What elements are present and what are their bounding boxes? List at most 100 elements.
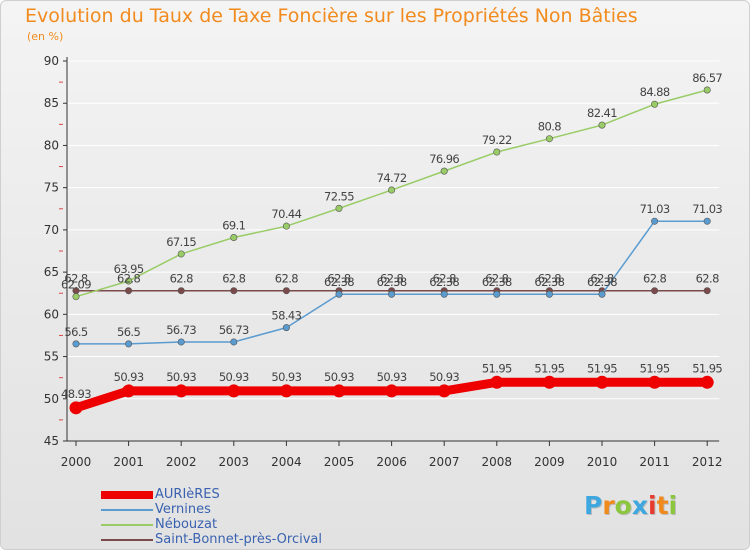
data-label: 50.93: [271, 370, 301, 384]
data-point: [125, 340, 133, 348]
y-unit-label: (en %): [27, 30, 64, 43]
data-point: [282, 222, 290, 230]
data-label: 51.95: [640, 361, 670, 375]
data-label: 62.8: [275, 272, 298, 286]
data-point: [72, 293, 80, 301]
data-point: [177, 250, 185, 258]
x-tick-label: 2006: [376, 455, 407, 469]
data-label: 48.93: [61, 387, 91, 401]
x-tick-label: 2012: [692, 455, 723, 469]
data-label: 56.73: [166, 323, 196, 337]
data-label: 56.5: [117, 325, 140, 339]
x-tick-label: 2002: [166, 455, 197, 469]
data-label: 62.38: [324, 275, 354, 289]
data-label: 80.8: [538, 120, 561, 134]
data-point: [440, 290, 448, 298]
data-label: 62.8: [380, 272, 403, 286]
x-tick-label: 2003: [219, 455, 250, 469]
y-tick-label: 55: [44, 350, 59, 364]
logo-letter: i: [648, 491, 657, 520]
data-point: [69, 401, 83, 415]
data-point: [230, 338, 238, 346]
data-label: 62.8: [538, 272, 561, 286]
data-point: [651, 100, 659, 108]
x-tick-label: 2011: [639, 455, 670, 469]
data-label: 62.8: [117, 272, 140, 286]
data-label: 56.5: [64, 325, 87, 339]
data-point: [388, 186, 396, 194]
data-label: 51.95: [587, 361, 617, 375]
data-label: 62.09: [61, 278, 91, 292]
data-label: 50.93: [429, 370, 459, 384]
data-label: 50.93: [219, 370, 249, 384]
data-label: 62.8: [485, 272, 508, 286]
data-point: [72, 340, 80, 348]
data-label: 62.38: [377, 275, 407, 289]
logo-letter: r: [602, 491, 615, 520]
data-point: [227, 384, 241, 398]
data-label: 69.1: [222, 218, 245, 232]
data-label: 50.93: [166, 370, 196, 384]
data-point: [230, 233, 238, 241]
data-point: [177, 287, 185, 295]
data-label: 62.8: [590, 272, 613, 286]
data-point: [493, 290, 501, 298]
data-point: [177, 338, 185, 346]
data-point: [598, 290, 606, 298]
series-layer: [69, 86, 714, 415]
data-point: [385, 384, 399, 398]
data-label: 62.8: [643, 272, 666, 286]
x-tick-label: 2004: [271, 455, 302, 469]
data-point: [388, 290, 396, 298]
data-label: 70.44: [271, 207, 301, 221]
data-point: [598, 121, 606, 129]
x-tick-label: 2007: [429, 455, 460, 469]
data-point: [490, 375, 504, 389]
data-point: [125, 277, 133, 285]
y-tick-label: 45: [44, 434, 59, 448]
x-tick-label: 2001: [113, 455, 144, 469]
legend-swatch-saint-bonnet: [101, 539, 153, 541]
y-tick-label: 60: [44, 307, 59, 321]
proxiti-logo: Proxiti: [584, 491, 677, 520]
data-label: 50.93: [377, 370, 407, 384]
data-label: 76.96: [429, 152, 459, 166]
data-label: 62.8: [696, 272, 719, 286]
data-label: 62.8: [64, 272, 87, 286]
data-label: 58.43: [271, 309, 301, 323]
data-point: [440, 167, 448, 175]
y-tick-label: 70: [44, 223, 59, 237]
axis-layer: 45 50 55 60 65 70 75 80 85 90 2000 2001 2002 2003 2004…: [44, 54, 723, 469]
data-label: 71.03: [692, 202, 722, 216]
data-label: 67.15: [166, 235, 196, 249]
data-point: [335, 290, 343, 298]
data-label: 62.38: [429, 275, 459, 289]
data-point: [651, 217, 659, 225]
data-label: 72.55: [324, 189, 354, 203]
data-label: 62.8: [170, 272, 193, 286]
x-tick-label: 2009: [534, 455, 565, 469]
data-label: 56.73: [219, 323, 249, 337]
data-point: [282, 324, 290, 332]
data-label: 62.38: [534, 275, 564, 289]
data-point: [332, 384, 346, 398]
label-layer: 48.93 50.93 50.93 50.93 50.93 50.93 50.93 50.93…: [61, 71, 723, 401]
y-tick-label: 65: [44, 265, 59, 279]
data-label: 63.95: [114, 262, 144, 276]
data-point: [703, 217, 711, 225]
logo-letter: x: [631, 491, 648, 520]
legend-label-vernines: Vernines: [155, 502, 211, 517]
chart-title: Evolution du Taux de Taxe Foncière sur l…: [25, 5, 638, 27]
data-point: [648, 375, 662, 389]
legend-label-saint-bonnet: Saint-Bonnet-près-Orcival: [155, 532, 322, 547]
data-label: 86.57: [692, 71, 722, 85]
x-tick-label: 2000: [61, 455, 92, 469]
legend-swatch-vernines: [101, 509, 153, 511]
y-tick-label: 75: [44, 181, 59, 195]
data-label: 62.8: [222, 272, 245, 286]
data-point: [279, 384, 293, 398]
y-tick-label: 90: [44, 54, 59, 68]
data-point: [545, 290, 553, 298]
